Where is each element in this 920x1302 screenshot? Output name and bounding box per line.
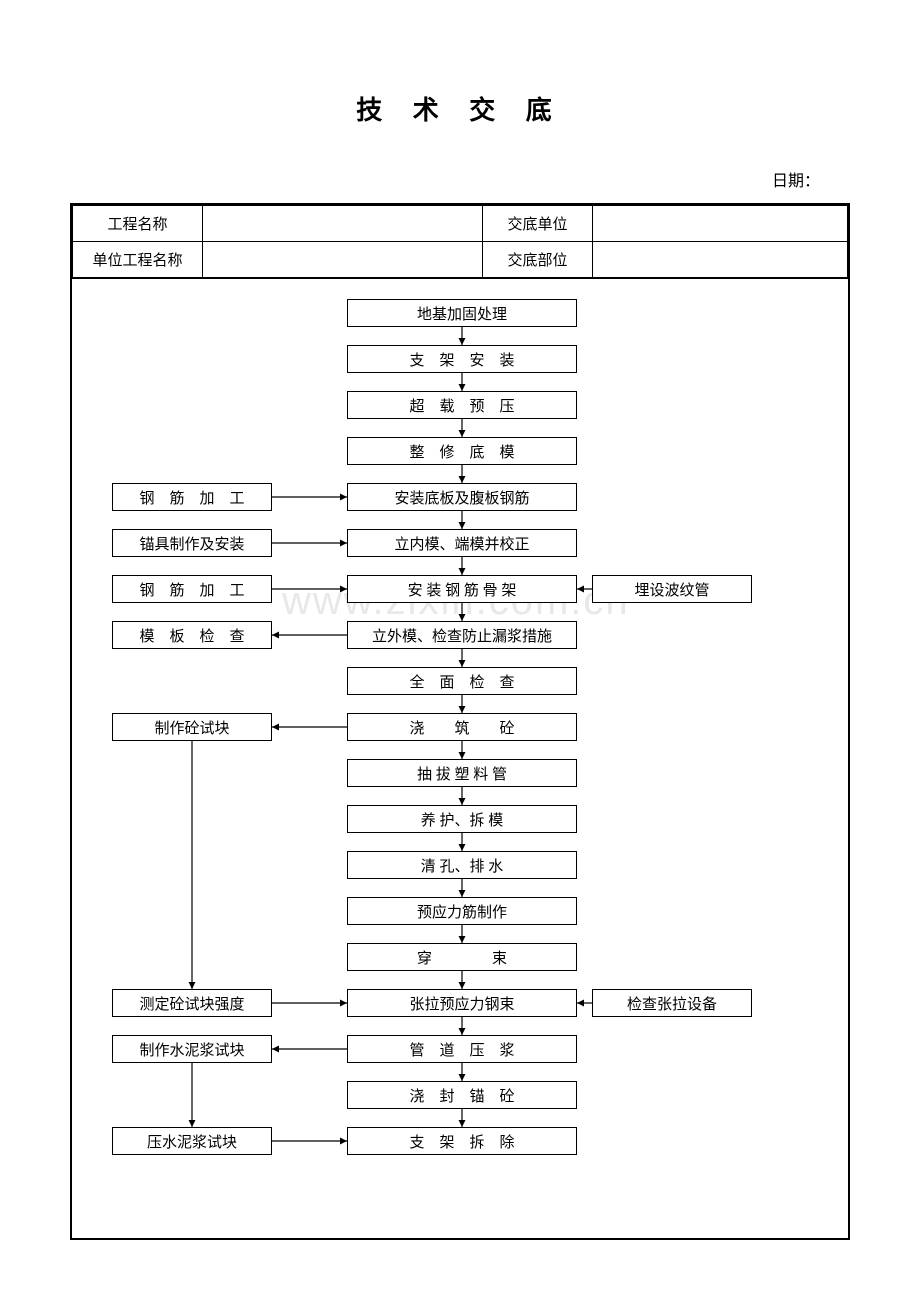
header-value	[203, 242, 483, 278]
document-frame: 工程名称 交底单位 单位工程名称 交底部位 www.zixin.com.cn 地…	[70, 203, 850, 1240]
date-label: 日期：	[70, 167, 850, 191]
header-value	[203, 206, 483, 242]
header-label: 工程名称	[73, 206, 203, 242]
header-table: 工程名称 交底单位 单位工程名称 交底部位	[72, 205, 848, 278]
header-value	[593, 242, 848, 278]
header-label: 交底部位	[483, 242, 593, 278]
flowchart-canvas: www.zixin.com.cn 地基加固处理支 架 安 装超 载 预 压整 修…	[72, 278, 848, 1238]
table-row: 单位工程名称 交底部位	[73, 242, 848, 278]
header-label: 交底单位	[483, 206, 593, 242]
header-label: 单位工程名称	[73, 242, 203, 278]
header-value	[593, 206, 848, 242]
page-title: 技 术 交 底	[70, 90, 850, 127]
table-row: 工程名称 交底单位	[73, 206, 848, 242]
